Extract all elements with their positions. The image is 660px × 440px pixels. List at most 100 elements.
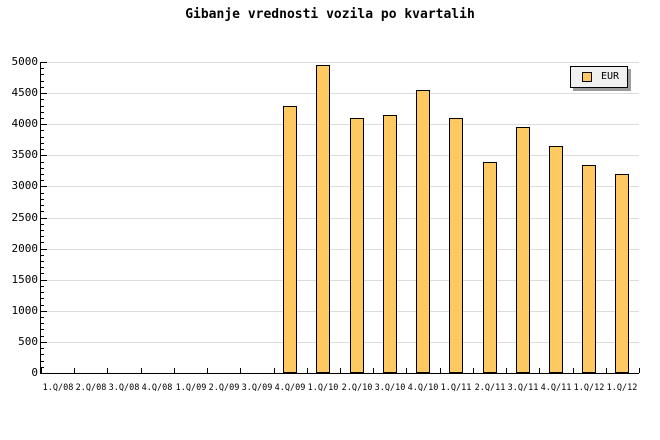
x-tick-label: 4.Q/10 (407, 383, 439, 393)
y-tick-label: 2500 (11, 210, 39, 224)
x-tick-label: 2.Q/11 (474, 383, 506, 393)
x-tick-label: 2.Q/08 (75, 383, 107, 393)
x-tick (41, 368, 42, 373)
y-tick (41, 142, 44, 144)
y-tick-label: 4500 (11, 86, 39, 100)
y-tick (41, 74, 44, 76)
y-tick-label: 5000 (11, 55, 39, 68)
y-tick (41, 285, 44, 287)
x-tick-label: 3.Q/09 (241, 383, 273, 393)
x-tick (107, 368, 108, 373)
bar-2.Q/11 (483, 161, 497, 373)
x-tick-label: 1.Q/12 (606, 383, 638, 393)
y-tick (41, 180, 44, 182)
y-tick (41, 341, 47, 343)
x-tick (207, 368, 208, 373)
bar-1.Q/11 (449, 117, 463, 373)
y-tick (41, 373, 47, 374)
x-tick-label: 2.Q/09 (208, 383, 240, 393)
y-gridline (41, 186, 639, 188)
x-tick-label: 3.Q/08 (108, 383, 140, 393)
bar-3.Q/11 (516, 127, 530, 373)
x-tick (174, 368, 175, 373)
bar-3.Q/10 (383, 114, 397, 373)
y-tick (41, 223, 44, 225)
x-tick (606, 368, 607, 373)
y-tick (41, 267, 44, 269)
bar-4.Q/11 (549, 145, 563, 373)
y-tick (41, 105, 44, 107)
legend-label: EUR (601, 71, 620, 82)
y-tick (41, 124, 47, 126)
y-tick (41, 205, 44, 207)
x-tick (506, 368, 507, 373)
x-tick (440, 368, 441, 373)
x-tick-label: 4.Q/08 (141, 383, 173, 393)
y-tick-label: 1000 (11, 303, 39, 317)
x-tick (74, 368, 75, 373)
y-gridline (41, 124, 639, 126)
y-tick (41, 323, 44, 325)
x-tick-label: 3.Q/10 (374, 383, 406, 393)
x-tick-label: 1.Q/09 (175, 383, 207, 393)
y-tick (41, 366, 44, 368)
y-tick (41, 173, 44, 175)
bar-1.Q/12 (615, 173, 629, 373)
y-tick (41, 198, 44, 200)
x-tick-label: 1.Q/11 (440, 383, 472, 393)
y-tick (41, 229, 44, 231)
y-tick (41, 236, 44, 238)
y-tick (41, 93, 47, 95)
y-tick (41, 310, 47, 312)
x-tick (573, 368, 574, 373)
y-tick (41, 211, 44, 213)
y-gridline (41, 310, 639, 312)
y-tick (41, 261, 44, 263)
x-tick (307, 368, 308, 373)
bar-1.Q/10 (316, 65, 330, 373)
chart-title: Gibanje vrednosti vozila po kvartalih (185, 7, 475, 22)
x-tick (406, 368, 407, 373)
y-tick (41, 68, 44, 70)
y-tick (41, 149, 44, 151)
x-tick (639, 368, 640, 373)
y-gridline (41, 62, 639, 63)
x-tick-label: 1.Q/10 (307, 383, 339, 393)
y-tick (41, 348, 44, 350)
bar-4.Q/09 (283, 105, 297, 373)
y-tick (41, 298, 44, 300)
x-tick-label: 4.Q/09 (274, 383, 306, 393)
y-tick (41, 242, 44, 244)
bar-4.Q/10 (416, 89, 430, 373)
y-tick (41, 161, 44, 163)
x-tick (141, 368, 142, 373)
y-tick (41, 130, 44, 132)
y-tick (41, 99, 44, 101)
y-tick (41, 155, 47, 157)
y-tick (41, 292, 44, 294)
x-tick-label: 1.Q/08 (42, 383, 74, 393)
y-tick-label: 2000 (11, 241, 39, 255)
bar-2.Q/10 (350, 117, 364, 373)
y-tick-label: 1500 (11, 272, 39, 286)
x-tick (340, 368, 341, 373)
y-tick (41, 335, 44, 337)
y-tick (41, 111, 44, 113)
bar-1.Q/12 (582, 164, 596, 373)
y-gridline (41, 93, 639, 95)
y-gridline (41, 248, 639, 250)
x-tick-label: 4.Q/11 (540, 383, 572, 393)
y-tick (41, 273, 44, 275)
y-tick (41, 279, 47, 281)
x-tick-label: 1.Q/12 (573, 383, 605, 393)
y-gridline (41, 217, 639, 219)
y-tick (41, 329, 44, 331)
legend: EUR (570, 66, 628, 88)
y-axis (40, 62, 41, 374)
x-tick (373, 368, 374, 373)
y-tick (41, 136, 44, 138)
x-axis (40, 373, 639, 374)
y-gridline (41, 155, 639, 157)
y-tick-label: 3000 (11, 179, 39, 193)
